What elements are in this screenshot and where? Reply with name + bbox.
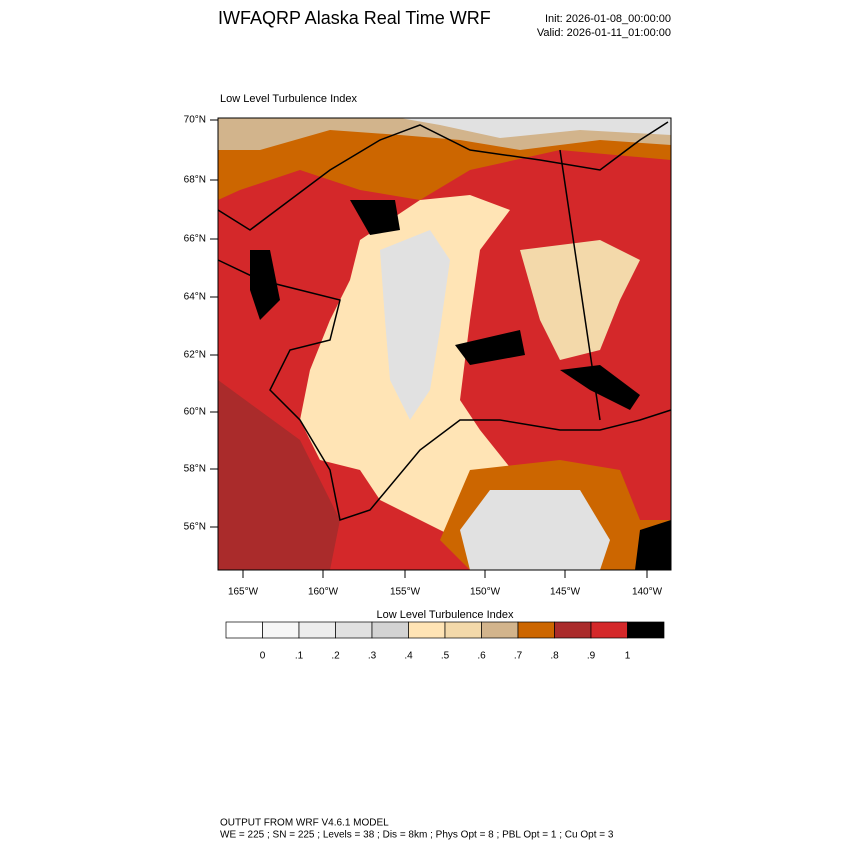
lat-label: 62°N [184, 350, 206, 361]
colorbar-box [627, 621, 665, 639]
lat-label: 58°N [184, 464, 206, 475]
map-frame [217, 117, 672, 571]
colorbar-box [371, 621, 409, 639]
field-region [460, 490, 610, 570]
lat-label: 64°N [184, 292, 206, 303]
coast [217, 121, 669, 231]
colorbar-label: .8 [550, 651, 559, 662]
field-black [635, 520, 671, 570]
footer-line: OUTPUT FROM WRF V4.6.1 MODEL [220, 818, 389, 829]
colorbar-box [298, 621, 336, 639]
lon-label: 150°W [470, 587, 501, 598]
colorbar-label: 0 [260, 651, 266, 662]
lon-label: 155°W [390, 587, 421, 598]
coastlines [217, 121, 672, 521]
colorbar-box [262, 621, 300, 639]
field-region [520, 240, 640, 360]
colorbar-box [481, 621, 519, 639]
colorbar-box [554, 621, 592, 639]
colorbar-label: 1 [625, 651, 631, 662]
field-black [350, 200, 400, 235]
colorbar-label: .9 [587, 651, 596, 662]
colorbar-box [335, 621, 373, 639]
colorbar-box [408, 621, 446, 639]
field-region [218, 380, 340, 570]
field [218, 118, 671, 570]
lat-label: 70°N [184, 115, 206, 126]
ticks: 70°N 68°N 66°N 64°N 62°N 60°N 58°N 56°N 165°W 160… [184, 115, 663, 598]
lat-label: 60°N [184, 407, 206, 418]
lon-label: 145°W [550, 587, 581, 598]
colorbar-label: .7 [514, 651, 523, 662]
colorbar-label: .2 [331, 651, 340, 662]
field-black [250, 250, 280, 320]
footer-line: WE = 225 ; SN = 225 ; Levels = 38 ; Dis … [220, 830, 614, 841]
lat-label: 56°N [184, 522, 206, 533]
colorbar-box [225, 621, 263, 639]
map-label: Low Level Turbulence Index [220, 93, 357, 105]
colorbar-label: .3 [368, 651, 377, 662]
field-region [380, 230, 450, 420]
lon-label: 165°W [228, 587, 259, 598]
colorbar-title: Low Level Turbulence Index [377, 609, 514, 621]
coast [217, 259, 672, 521]
init-time: Init: 2026-01-08_00:00:00 [545, 13, 671, 25]
title: IWFAQRP Alaska Real Time WRF [218, 8, 491, 28]
colorbar-box [517, 621, 555, 639]
lat-label: 68°N [184, 175, 206, 186]
border [559, 149, 601, 421]
colorbar-label: .6 [477, 651, 486, 662]
valid-time: Valid: 2026-01-11_01:00:00 [537, 27, 671, 39]
colorbar-label: .4 [404, 651, 413, 662]
lat-label: 66°N [184, 234, 206, 245]
colorbar-label: .5 [441, 651, 450, 662]
lon-label: 160°W [308, 587, 339, 598]
colorbar-box [590, 621, 628, 639]
field-black [455, 330, 525, 365]
colorbar-box [444, 621, 482, 639]
lon-label: 140°W [632, 587, 663, 598]
field-black [560, 365, 640, 410]
field-region [400, 118, 671, 138]
colorbar-label: .1 [295, 651, 304, 662]
colorbar: 0 .1 .2 .3 .4 .5 .6 .7 .8 .9 1 [225, 621, 665, 662]
